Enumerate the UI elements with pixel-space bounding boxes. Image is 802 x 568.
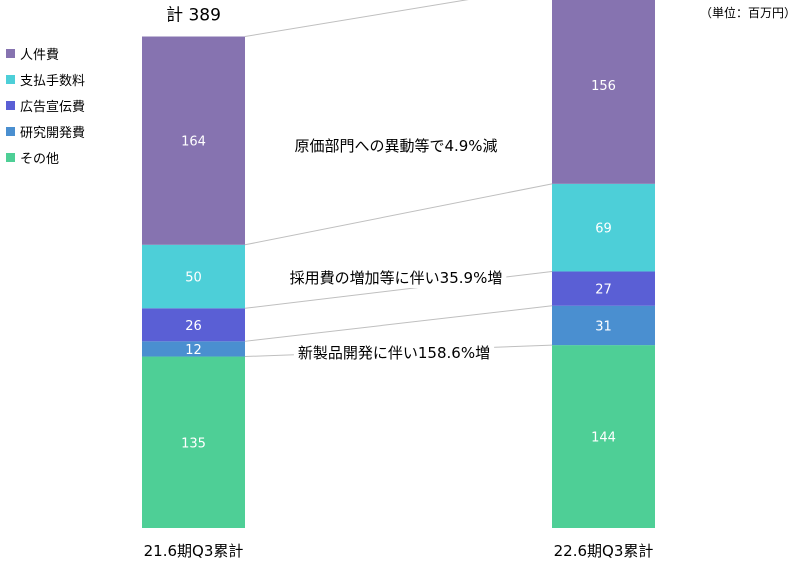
bar-segment — [552, 0, 655, 184]
data-label: 27 — [595, 283, 612, 298]
legend-label: 人件費 — [20, 47, 60, 63]
category-label: 21.6期Q3累計 — [144, 542, 244, 560]
total-label: 計 389 — [166, 6, 221, 26]
legend-label: 研究開発費 — [20, 125, 86, 141]
bar-segment — [142, 308, 245, 342]
data-label: 135 — [181, 436, 206, 451]
annotation-text: 新製品開発に伴い158.6%増 — [298, 344, 490, 362]
data-label: 12 — [185, 343, 202, 358]
category-label: 22.6期Q3累計 — [554, 542, 654, 560]
unit-label: （単位：百万円） — [699, 6, 796, 20]
legend-item-advertising: 広告宣伝費 — [6, 92, 85, 118]
bar-segment — [552, 183, 655, 272]
data-label: 144 — [591, 431, 616, 446]
annotation-text: 採用費の増加等に伴い35.9%増 — [290, 269, 503, 287]
legend-label: 支払手数料 — [20, 73, 86, 89]
data-label: 156 — [591, 79, 616, 94]
bar-segment — [142, 244, 245, 309]
bar-segment — [142, 341, 245, 357]
connector-line — [244, 183, 553, 246]
bar-segment — [552, 305, 655, 346]
legend-label: その他 — [20, 151, 60, 167]
legend-swatch — [6, 100, 15, 110]
data-label: 31 — [595, 319, 612, 334]
data-label: 164 — [181, 135, 206, 150]
annotation-text: 原価部門への異動等で4.9%減 — [294, 137, 497, 155]
legend-item-rnd: 研究開発費 — [6, 118, 85, 144]
legend-item-personnel: 人件費 — [6, 40, 85, 66]
legend-item-other: その他 — [6, 144, 85, 170]
data-label: 69 — [595, 222, 612, 237]
bar-segment — [552, 271, 655, 306]
annotation-background — [290, 136, 502, 156]
data-label: 26 — [185, 319, 202, 334]
bar-segment — [552, 345, 655, 528]
annotation-background — [285, 268, 507, 288]
data-label: 50 — [185, 271, 202, 286]
bar-segment — [142, 356, 245, 528]
annotation-background — [293, 343, 495, 363]
legend-swatch — [6, 152, 15, 162]
legend: 人件費 支払手数料 広告宣伝費 研究開発費 その他 — [6, 40, 85, 170]
connector-line — [244, 0, 469, 38]
legend-swatch — [6, 126, 15, 136]
connector-line — [244, 305, 553, 342]
bar-segment — [142, 36, 245, 245]
legend-swatch — [6, 48, 15, 58]
legend-label: 広告宣伝費 — [20, 99, 86, 115]
legend-item-fees: 支払手数料 — [6, 66, 85, 92]
legend-swatch — [6, 74, 15, 84]
